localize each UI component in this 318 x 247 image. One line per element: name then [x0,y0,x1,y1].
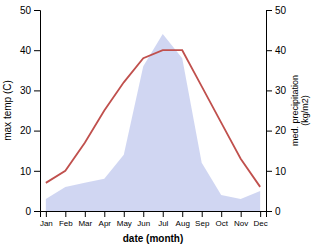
tick-label: Feb [59,219,73,228]
tick-mark [104,211,105,217]
tick: 50 [266,5,287,16]
tick: 30 [266,85,287,96]
tick: Oct [215,211,228,228]
tick-mark [34,90,40,91]
x-axis-line [41,212,267,218]
tick: 0 [266,206,281,217]
tick: 50 [20,5,40,16]
tick: Dec [254,211,268,228]
x-axis-title: date (month) [123,233,184,244]
plot: 0 10 20 30 40 50 0 10 20 30 40 50 Jan Feb Mar Apr May Jun… [20,5,287,228]
tick: 20 [266,125,287,136]
tick-mark [182,211,183,217]
tick-label: 0 [25,206,31,217]
tick-label: Jan [40,219,53,228]
tick-label: 30 [275,85,287,96]
tick-mark [241,211,242,217]
marks [46,34,260,211]
tick-label: 40 [20,45,32,56]
tick-mark [34,171,40,172]
tick: May [117,211,132,228]
tick-label: Sep [195,219,210,228]
tick: Aug [176,211,190,228]
tick: Apr [99,211,112,228]
tick-mark [34,10,40,11]
tick: Jul [158,211,168,228]
tick-mark [65,211,66,217]
tick-mark [202,211,203,217]
tick-label: 50 [20,5,32,16]
tick-label: 10 [20,166,32,177]
tick-label: 10 [275,166,287,177]
y-axis-line [34,11,41,212]
tick-mark [260,211,261,217]
tick-mark [124,211,125,217]
y2-axis-title: med. precipitation(kg/m2) [290,75,310,146]
y-axis: 0 10 20 30 40 50 [20,5,41,217]
tick-mark [85,211,86,217]
tick-mark [266,10,272,11]
x-axis: Jan Feb Mar Apr May Jun Jul Aug Sep Oct Nov Dec [40,211,268,228]
tick-mark [266,131,272,132]
tick: Jan [40,211,53,228]
tick-mark [46,211,47,217]
tick-label: 20 [275,125,287,136]
tick: 40 [20,45,40,56]
tick: Jun [137,211,150,228]
tick-mark [266,50,272,51]
tick-mark [34,131,40,132]
tick-label: Apr [99,219,112,228]
y2-axis-line [267,11,273,212]
tick-label: 30 [20,85,32,96]
area [46,34,260,211]
tick-mark [34,50,40,51]
tick-label: Nov [234,219,248,228]
tick-mark [266,90,272,91]
tick: 10 [20,166,40,177]
line [46,50,260,187]
tick: 40 [266,45,287,56]
tick-label: Mar [78,219,92,228]
tick-label: May [117,219,132,228]
tick: 20 [20,125,40,136]
tick-mark [221,211,222,217]
tick-mark [163,211,164,217]
tick-label: 20 [20,125,32,136]
tick: 30 [20,85,40,96]
tick-mark [266,171,272,172]
y2-axis: 0 10 20 30 40 50 [266,5,287,217]
tick-label: Dec [254,219,268,228]
tick-label: Jul [158,219,168,228]
tick: 0 [25,206,40,217]
tick-label: Jun [137,219,150,228]
tick-label: Oct [215,219,228,228]
tick-label: 50 [275,5,287,16]
tick: Feb [59,211,73,228]
tick: Mar [78,211,92,228]
y-axis-title: max temp (C) [2,80,13,141]
chart: 0 10 20 30 40 50 0 10 20 30 40 50 Jan Feb Mar Apr May Jun… [0,0,318,247]
tick-label: 0 [275,206,281,217]
tick: 10 [266,166,287,177]
tick: Sep [195,211,210,228]
tick: Nov [234,211,248,228]
tick-label: Aug [176,219,190,228]
tick-mark [143,211,144,217]
tick-mark [34,211,40,212]
tick-label: 40 [275,45,287,56]
